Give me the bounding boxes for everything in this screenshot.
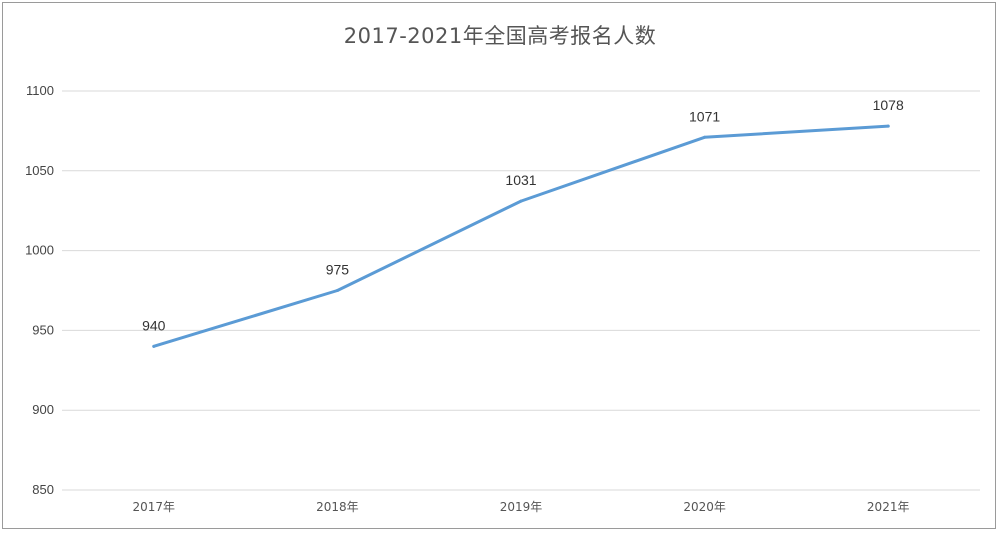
series-line — [152, 124, 890, 348]
data-labels: 940 975 1031 1071 1078 — [142, 97, 904, 333]
y-tick-label: 1000 — [25, 243, 54, 258]
y-tick-label: 900 — [32, 402, 54, 417]
data-label: 940 — [142, 317, 166, 333]
data-point — [519, 199, 523, 203]
x-axis-ticks: 2017年 2018年 2019年 2020年 2021年 — [133, 500, 910, 514]
y-tick-label: 850 — [32, 482, 54, 497]
x-tick-label: 2018年 — [316, 500, 359, 514]
x-tick-label: 2017年 — [133, 500, 176, 514]
data-label: 1071 — [689, 108, 720, 124]
y-tick-label: 1050 — [25, 163, 54, 178]
y-tick-label: 1100 — [26, 83, 54, 98]
chart-title: 2017-2021年全国高考报名人数 — [343, 24, 657, 48]
data-label: 975 — [326, 262, 350, 278]
series-layer — [152, 124, 890, 348]
x-tick-label: 2019年 — [500, 500, 543, 514]
x-tick-label: 2021年 — [867, 500, 910, 514]
y-tick-label: 950 — [32, 322, 54, 337]
data-point — [152, 344, 156, 348]
y-axis-ticks: 850 900 950 1000 1050 1100 — [25, 83, 54, 497]
data-point — [886, 124, 890, 128]
data-point — [335, 289, 339, 292]
data-label: 1031 — [505, 172, 536, 188]
gridlines — [62, 90, 980, 491]
data-point — [703, 135, 707, 139]
x-tick-label: 2020年 — [683, 500, 726, 514]
data-label: 1078 — [873, 97, 904, 113]
